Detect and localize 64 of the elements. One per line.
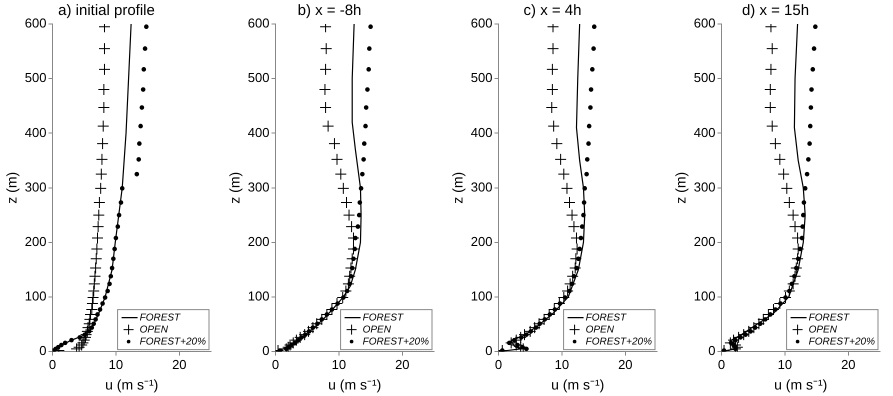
x-tick-label: 20 xyxy=(395,356,410,372)
y-tick-label: 600 xyxy=(470,16,492,31)
legend-label: FOREST+20% xyxy=(140,336,206,348)
y-tick-label: 100 xyxy=(470,288,492,304)
x-tick-label: 20 xyxy=(172,356,187,372)
y-tick-label: 500 xyxy=(470,70,492,86)
legend-label: OPEN xyxy=(808,324,838,336)
x-axis-title: u (m s⁻¹) xyxy=(105,376,158,392)
y-axis-title: z (m) xyxy=(226,172,242,204)
x-tick-label: 0 xyxy=(48,356,56,372)
legend-label: FOREST xyxy=(362,312,404,324)
x-axis-title: u (m s⁻¹) xyxy=(328,376,382,392)
chart-title: c) x = 4h xyxy=(524,2,582,20)
legend-label: FOREST xyxy=(808,312,850,324)
x-tick-label: 0 xyxy=(272,356,280,372)
legend-label: OPEN xyxy=(362,324,392,336)
y-axis-title: z (m) xyxy=(672,172,688,204)
x-axis-title: u (m s⁻¹) xyxy=(551,376,604,392)
chart-title: b) x = -8h xyxy=(298,2,362,20)
legend-label: FOREST+20% xyxy=(808,336,876,348)
y-tick-label: 600 xyxy=(248,16,270,31)
x-tick-label: 20 xyxy=(841,356,856,372)
legend-label: FOREST+20% xyxy=(586,336,652,348)
chart-title: d) x = 15h xyxy=(742,2,810,20)
y-tick-label: 100 xyxy=(694,288,716,304)
y-tick-label: 200 xyxy=(694,234,716,249)
y-tick-label: 100 xyxy=(248,288,270,304)
y-tick-label: 300 xyxy=(24,179,46,194)
x-tick-label: 10 xyxy=(778,356,792,372)
x-tick-label: 0 xyxy=(494,356,502,372)
y-tick-label: 200 xyxy=(470,234,492,249)
y-tick-label: 600 xyxy=(24,16,46,31)
y-tick-label: 400 xyxy=(694,124,716,140)
x-tick-label: 10 xyxy=(108,356,124,372)
x-tick-label: 0 xyxy=(718,356,726,372)
y-axis-title: z (m) xyxy=(449,172,466,204)
y-tick-label: 0 xyxy=(262,343,270,358)
x-tick-label: 10 xyxy=(332,356,346,372)
y-tick-label: 200 xyxy=(24,234,46,249)
y-tick-label: 500 xyxy=(248,70,270,86)
y-tick-label: 300 xyxy=(694,179,716,194)
y-tick-label: 400 xyxy=(24,124,46,140)
chart-title: a) initial profile xyxy=(58,2,155,20)
y-tick-label: 500 xyxy=(694,70,716,86)
y-tick-label: 0 xyxy=(39,343,46,358)
y-tick-label: 0 xyxy=(708,343,716,358)
legend-label: FOREST xyxy=(140,312,182,324)
y-tick-label: 300 xyxy=(470,179,492,194)
y-tick-label: 200 xyxy=(248,234,270,249)
y-tick-label: 600 xyxy=(694,16,716,31)
x-axis-title: u (m s⁻¹) xyxy=(774,376,828,392)
legend-label: FOREST xyxy=(586,312,628,324)
y-tick-label: 400 xyxy=(248,124,270,140)
y-tick-label: 300 xyxy=(248,179,270,194)
y-tick-label: 500 xyxy=(24,70,46,86)
y-tick-label: 100 xyxy=(24,288,46,304)
legend-label: OPEN xyxy=(140,324,169,336)
y-axis-title: z (m) xyxy=(3,172,20,204)
legend-label: OPEN xyxy=(586,324,615,336)
x-tick-label: 10 xyxy=(554,356,570,372)
x-tick-label: 20 xyxy=(618,356,633,372)
legend-label: FOREST+20% xyxy=(362,336,430,348)
y-tick-label: 400 xyxy=(470,124,492,140)
y-tick-label: 0 xyxy=(485,343,492,358)
